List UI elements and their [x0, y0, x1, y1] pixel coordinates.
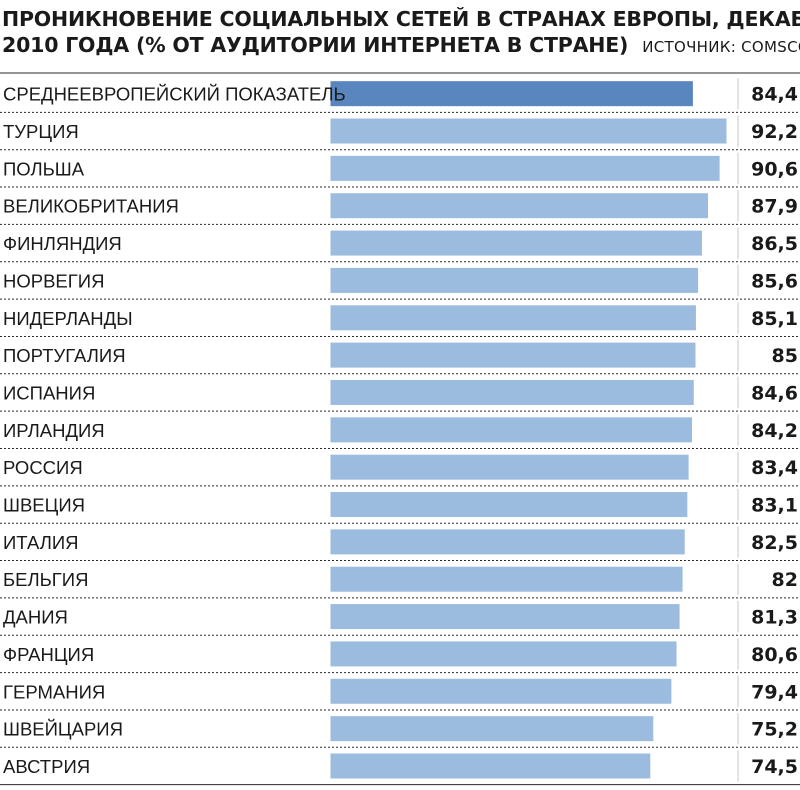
country-bar — [329, 640, 678, 668]
value-label: 82 — [772, 569, 798, 591]
bar-row: АВСТРИЯ 74,5 — [0, 750, 800, 786]
bar-row: ВЕЛИКОБРИТАНИЯ 87,9 — [0, 190, 800, 225]
bar-row: ФРАНЦИЯ 80,6 — [0, 638, 800, 674]
average-bar — [329, 80, 694, 108]
bar-row: НОРВЕГИЯ 85,6 — [0, 264, 800, 300]
value-label: 81,3 — [751, 607, 798, 629]
bar-row: НИДЕРЛАНДЫ 85,1 — [0, 302, 800, 337]
source-note: ИСТОЧНИК: COMSCORE. — [642, 38, 800, 56]
value-label: 74,5 — [751, 756, 798, 778]
bar-row: ПОЛЬША 90,6 — [0, 152, 800, 188]
value-label: 82,5 — [751, 532, 798, 554]
category-label: ПОЛЬША — [3, 158, 85, 179]
bar-row: ГЕРМАНИЯ 79,4 — [0, 675, 800, 711]
value-label: 75,2 — [751, 719, 798, 741]
category-label: РОССИЯ — [3, 457, 83, 478]
bar-row: ШВЕЙЦАРИЯ 75,2 — [0, 712, 800, 748]
category-label: ИСПАНИЯ — [3, 382, 95, 403]
bar-row: РОССИЯ 83,4 — [0, 451, 800, 487]
country-bar — [329, 304, 697, 332]
value-label: 86,5 — [751, 233, 798, 255]
category-label: НИДЕРЛАНДЫ — [3, 308, 133, 329]
country-bar — [329, 416, 694, 444]
category-label: ДАНИЯ — [3, 607, 68, 628]
category-label: ВЕЛИКОБРИТАНИЯ — [3, 196, 179, 217]
country-bar — [329, 117, 728, 145]
value-label: 92,2 — [751, 121, 798, 143]
title-line-2: 2010 ГОДА (% ОТ АУДИТОРИИ ИНТЕРНЕТА В СТ… — [2, 32, 800, 60]
category-label: ФИНЛЯНДИЯ — [3, 233, 122, 254]
bar-row: ИРЛАНДИЯ 84,2 — [0, 414, 800, 449]
bar-row: ДАНИЯ 81,3 — [0, 600, 800, 636]
bar-row: ПОРТУГАЛИЯ 85 — [0, 339, 800, 375]
country-bar — [329, 192, 709, 220]
country-bar — [329, 603, 681, 631]
bar-row: ШВЕЦИЯ 83,1 — [0, 488, 800, 524]
bar-row: ТУРЦИЯ 92,2 — [0, 115, 800, 151]
country-bar — [329, 341, 697, 369]
value-label: 85,6 — [751, 270, 798, 292]
value-label: 80,6 — [751, 644, 798, 666]
category-label: ШВЕЦИЯ — [3, 495, 85, 516]
value-label: 79,4 — [751, 681, 798, 703]
bar-row: ИСПАНИЯ 84,6 — [0, 376, 800, 412]
category-label: АВСТРИЯ — [3, 756, 90, 777]
bar-row: ФИНЛЯНДИЯ 86,5 — [0, 227, 800, 263]
country-bar — [329, 677, 673, 705]
category-label: НОРВЕГИЯ — [3, 270, 104, 291]
category-label: ГЕРМАНИЯ — [3, 681, 105, 702]
category-label: ФРАНЦИЯ — [3, 644, 94, 665]
bar-row: СРЕДНЕЕВРОПЕЙСКИЙ ПОКАЗАТЕЛЬ 84,4 — [0, 78, 800, 113]
country-bar — [329, 266, 700, 294]
title-line-2-text: 2010 ГОДА (% ОТ АУДИТОРИИ ИНТЕРНЕТА В СТ… — [2, 33, 629, 57]
category-label: ШВЕЙЦАРИЯ — [3, 719, 123, 740]
category-label: ТУРЦИЯ — [3, 121, 79, 142]
country-bar — [329, 378, 695, 406]
value-label: 84,2 — [751, 420, 798, 442]
category-label: ИТАЛИЯ — [3, 532, 79, 553]
category-label: СРЕДНЕЕВРОПЕЙСКИЙ ПОКАЗАТЕЛЬ — [3, 84, 346, 105]
country-bar — [329, 453, 690, 481]
bar-row: ИТАЛИЯ 82,5 — [0, 526, 800, 562]
value-label: 83,1 — [751, 495, 798, 517]
value-label: 87,9 — [751, 196, 798, 218]
country-bar — [329, 154, 721, 182]
country-bar — [329, 491, 689, 519]
title-line-1: ПРОНИКНОВЕНИЕ СОЦИАЛЬНЫХ СЕТЕЙ В СТРАНАХ… — [2, 7, 800, 31]
category-label: ПОРТУГАЛИЯ — [3, 345, 126, 366]
value-label: 85,1 — [751, 308, 798, 330]
bar-row: БЕЛЬГИЯ 82 — [0, 563, 800, 599]
value-label: 85 — [772, 345, 798, 367]
value-label: 90,6 — [751, 158, 798, 180]
value-label: 84,6 — [751, 382, 798, 404]
value-label: 83,4 — [751, 457, 798, 479]
country-bar — [329, 528, 686, 556]
country-bar — [329, 752, 652, 780]
category-label: БЕЛЬГИЯ — [3, 569, 88, 590]
country-bar — [329, 565, 684, 593]
country-bar — [329, 229, 703, 257]
chart-title: ПРОНИКНОВЕНИЕ СОЦИАЛЬНЫХ СЕТЕЙ В СТРАНАХ… — [2, 6, 800, 60]
value-label: 84,4 — [751, 84, 798, 106]
country-bar — [329, 715, 655, 743]
category-label: ИРЛАНДИЯ — [3, 420, 105, 441]
